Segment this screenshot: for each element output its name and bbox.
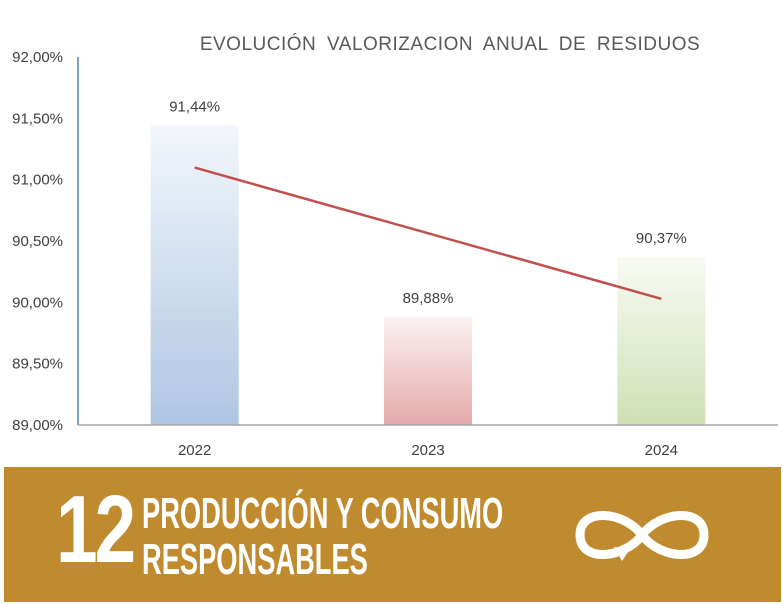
- x-tick-label-2024: 2024: [645, 442, 678, 459]
- trendline: [194, 166, 662, 301]
- bar-2022: [150, 125, 239, 426]
- sdg-title-line1: PRODUCCIÓN Y CONSUMO: [142, 489, 504, 538]
- y-tick-label: 89,50%: [12, 356, 63, 373]
- data-label-2024: 90,37%: [636, 230, 687, 247]
- y-tick-label: 90,00%: [12, 294, 63, 311]
- y-tick-label: 91,00%: [12, 172, 63, 189]
- sdg-title: PRODUCCIÓN Y CONSUMO RESPONSABLES: [142, 491, 503, 583]
- bar-2024: [617, 256, 706, 425]
- chart-title: EVOLUCIÓN VALORIZACION ANUAL DE RESIDUOS: [199, 34, 701, 55]
- y-tick-label: 91,50%: [12, 110, 63, 127]
- bar-chart: 92,00% 91,50% 91,00% 90,50% 90,00% 89,50% 89,0…: [12, 49, 778, 459]
- sdg-number: 12: [56, 476, 136, 583]
- chart-area: 92,00% 91,50% 91,00% 90,50% 90,00% 89,50% 89,0…: [12, 34, 778, 459]
- bar-2023: [384, 317, 472, 425]
- infinity-icon: [575, 511, 709, 561]
- x-tick-label-2022: 2022: [178, 442, 211, 459]
- sdg-banner: 12 PRODUCCIÓN Y CONSUMO RESPONSABLES: [4, 467, 781, 602]
- x-tick-label-2023: 2023: [411, 442, 444, 459]
- data-label-2022: 91,44%: [169, 99, 220, 116]
- sdg-title-line2: RESPONSABLES: [142, 535, 368, 584]
- y-tick-label: 92,00%: [12, 49, 63, 66]
- data-label-2023: 89,88%: [403, 290, 454, 307]
- y-tick-label: 89,00%: [12, 417, 63, 434]
- y-tick-label: 90,50%: [12, 233, 63, 250]
